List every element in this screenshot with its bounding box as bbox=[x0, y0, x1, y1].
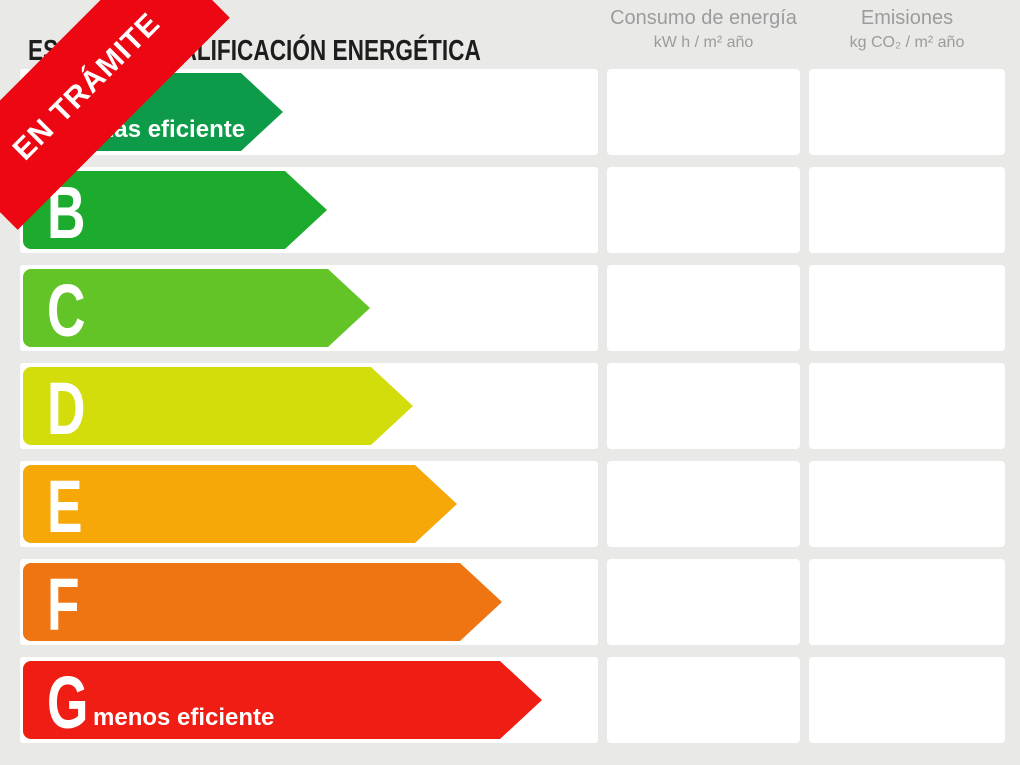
rating-row: G menos eficiente bbox=[20, 657, 1005, 743]
efficiency-label: menos eficiente bbox=[93, 704, 275, 731]
consumption-value-box bbox=[607, 461, 800, 547]
rating-bar-track: G menos eficiente bbox=[20, 657, 598, 743]
emissions-value-box bbox=[809, 265, 1005, 351]
rating-arrow: F bbox=[23, 563, 502, 641]
rating-bar-track: B bbox=[20, 167, 598, 253]
consumption-value-box bbox=[607, 167, 800, 253]
rating-letter: F bbox=[47, 563, 80, 646]
emissions-value-box bbox=[809, 559, 1005, 645]
rating-row: F bbox=[20, 559, 1005, 645]
consumption-value-box bbox=[607, 363, 800, 449]
rating-bar-track: E bbox=[20, 461, 598, 547]
consumption-column-header: Consumo de energía kW h / m² año bbox=[607, 7, 800, 52]
rating-row: B bbox=[20, 167, 1005, 253]
rating-arrow: E bbox=[23, 465, 457, 543]
rating-row: D bbox=[20, 363, 1005, 449]
rating-arrow: C bbox=[23, 269, 370, 347]
rating-row: A más eficiente bbox=[20, 69, 1005, 155]
emissions-column-title: Emisiones bbox=[860, 7, 954, 29]
consumption-value-box bbox=[607, 657, 800, 743]
emissions-column-header: Emisiones kg CO₂ / m² año bbox=[809, 7, 1005, 52]
consumption-value-box bbox=[607, 559, 800, 645]
rating-arrow: G menos eficiente bbox=[23, 661, 542, 739]
rating-letter: D bbox=[47, 367, 86, 450]
rating-letter: G bbox=[47, 661, 89, 744]
emissions-value-box bbox=[809, 167, 1005, 253]
rating-scale: A más eficiente B C bbox=[20, 69, 1005, 743]
emissions-value-box bbox=[809, 69, 1005, 155]
consumption-value-box bbox=[607, 69, 800, 155]
rating-arrow: D bbox=[23, 367, 413, 445]
rating-letter: C bbox=[47, 269, 86, 352]
emissions-value-box bbox=[809, 461, 1005, 547]
consumption-column-unit: kW h / m² año bbox=[653, 34, 754, 51]
rating-bar-track: D bbox=[20, 363, 598, 449]
rating-row: C bbox=[20, 265, 1005, 351]
emissions-value-box bbox=[809, 363, 1005, 449]
consumption-value-box bbox=[607, 265, 800, 351]
emissions-column-unit: kg CO₂ / m² año bbox=[849, 34, 965, 51]
consumption-column-title: Consumo de energía bbox=[610, 7, 797, 29]
emissions-value-box bbox=[809, 657, 1005, 743]
rating-letter: E bbox=[47, 465, 83, 548]
rating-row: E bbox=[20, 461, 1005, 547]
rating-arrow: B bbox=[23, 171, 327, 249]
rating-bar-track: C bbox=[20, 265, 598, 351]
rating-bar-track: F bbox=[20, 559, 598, 645]
